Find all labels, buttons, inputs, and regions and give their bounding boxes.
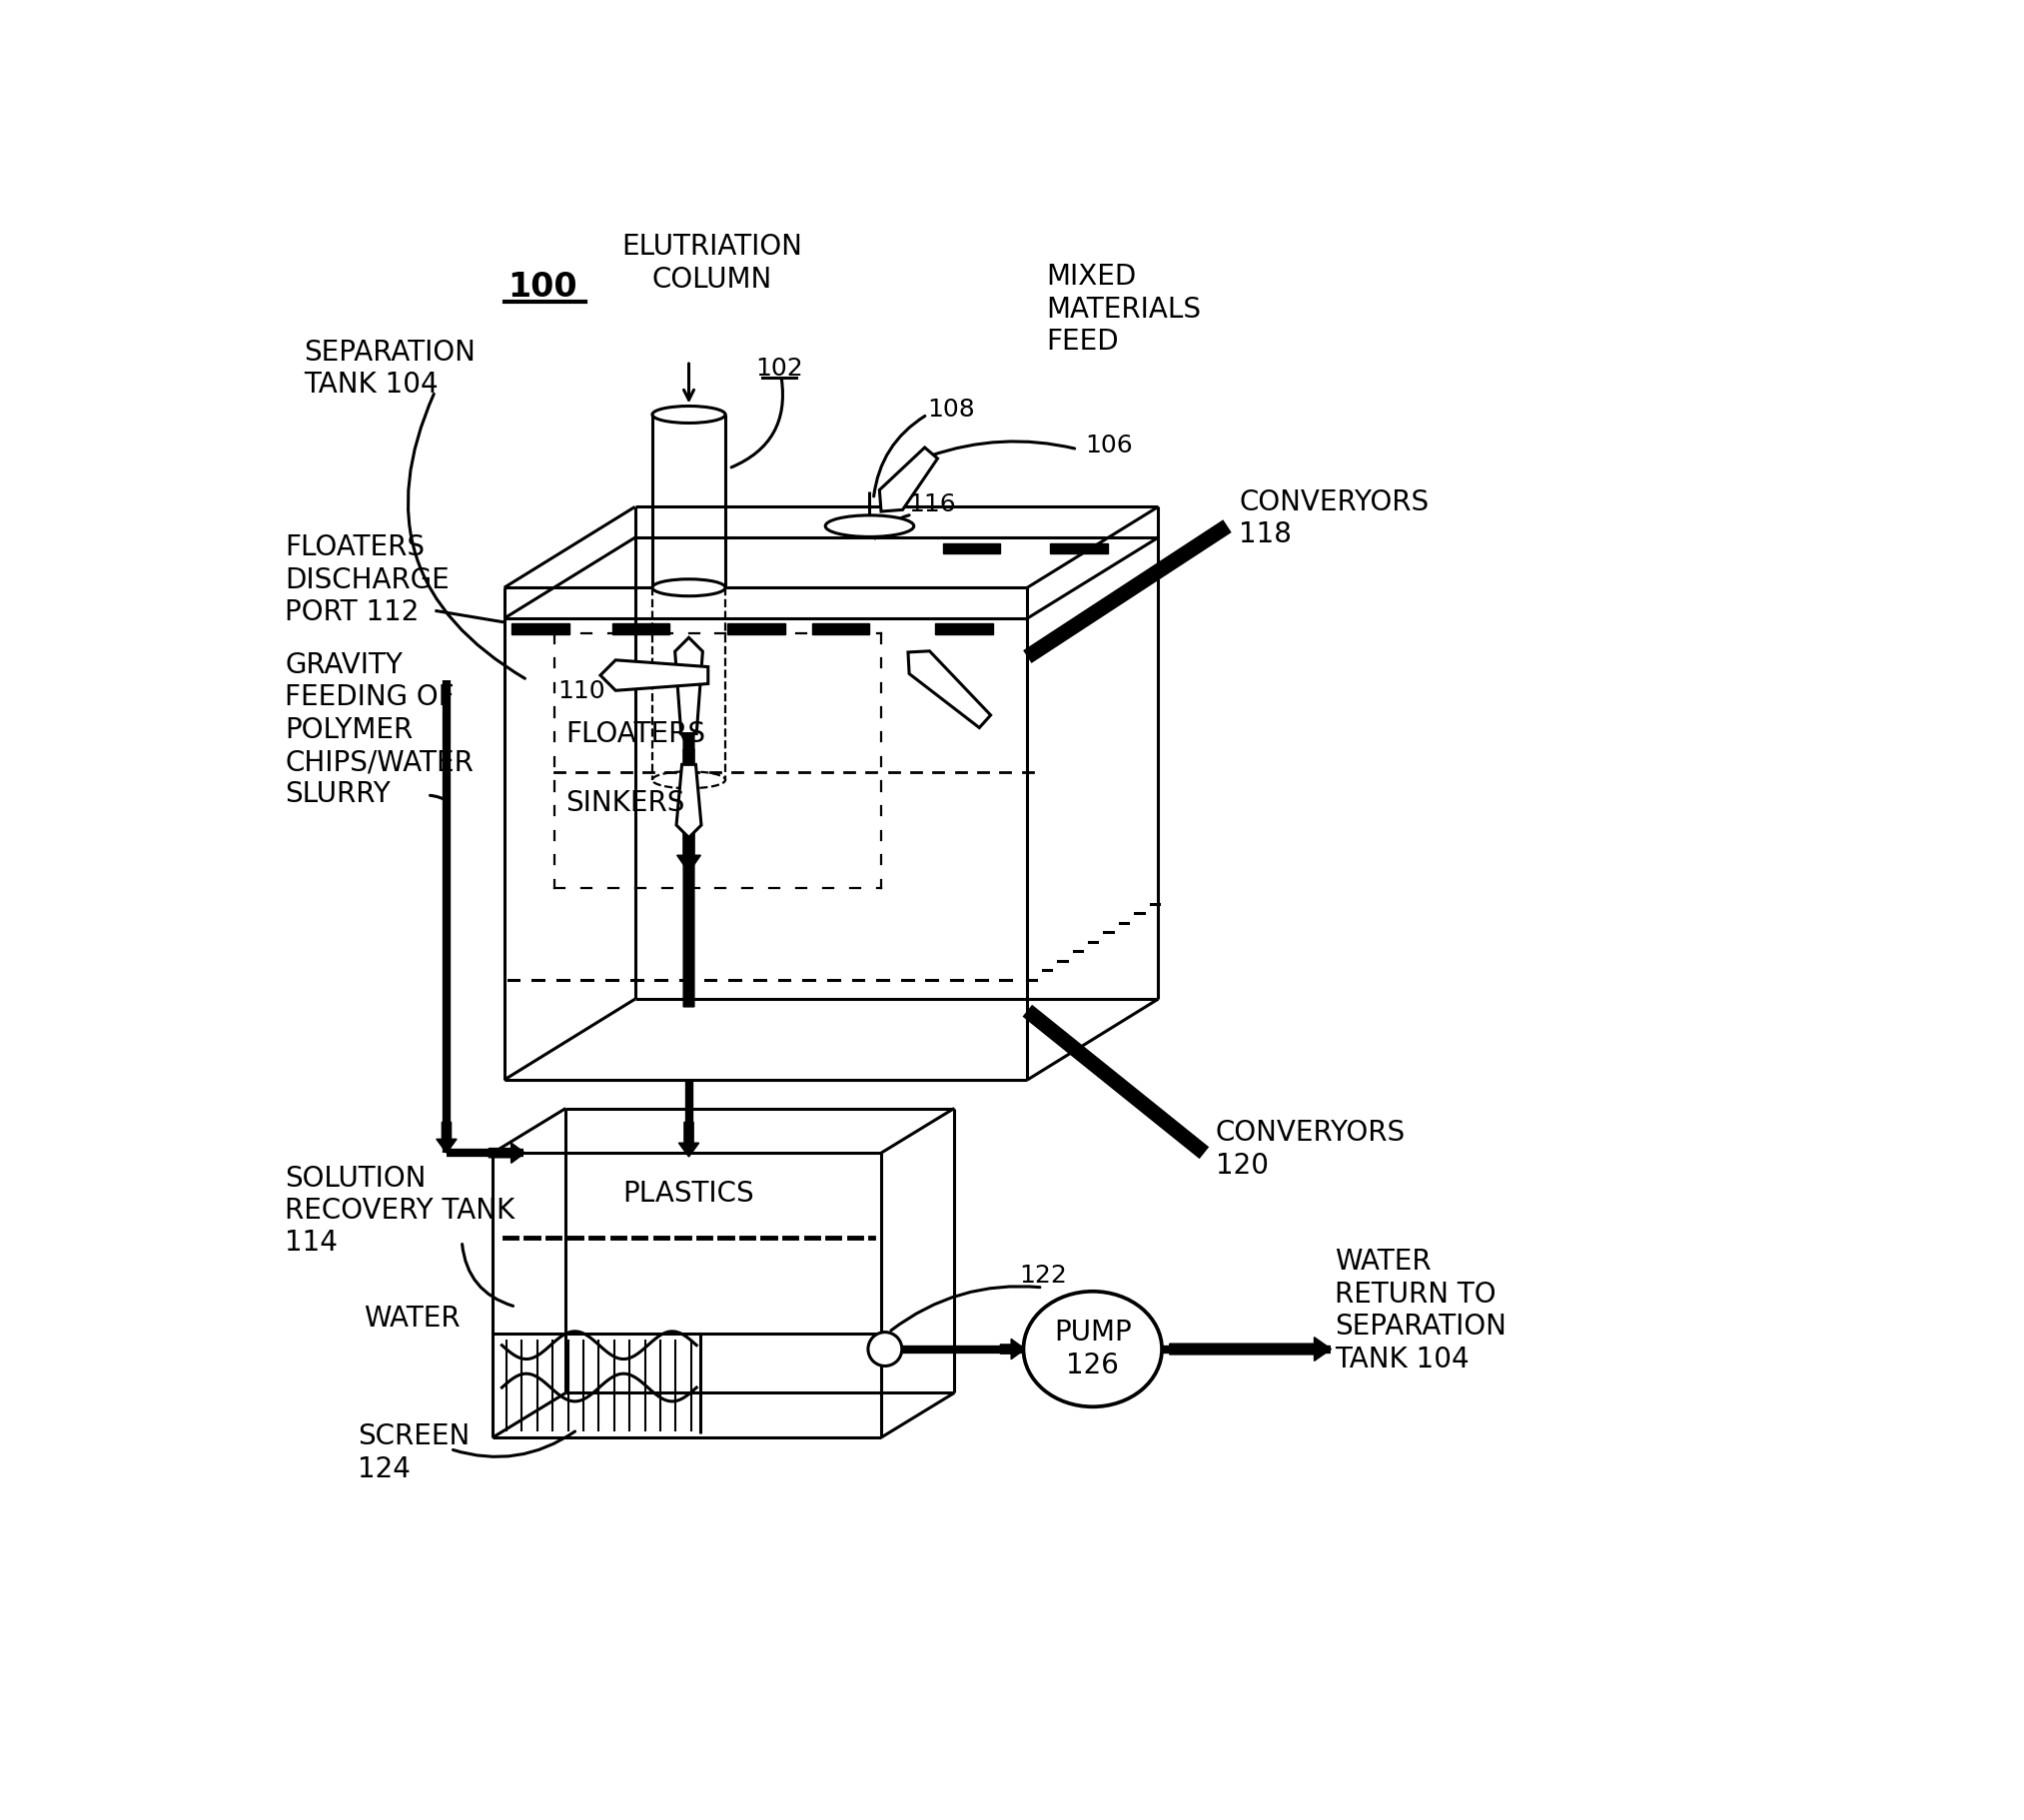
Text: WATER
RETURN TO
SEPARATION
TANK 104: WATER RETURN TO SEPARATION TANK 104 [1336, 1249, 1506, 1372]
Text: SINKERS: SINKERS [567, 790, 684, 817]
Text: 106: 106 [1085, 433, 1133, 457]
Circle shape [868, 1332, 903, 1367]
Text: MIXED
MATERIALS
FEED: MIXED MATERIALS FEED [1046, 262, 1202, 355]
Text: 116: 116 [909, 493, 955, 517]
Text: 110: 110 [559, 679, 605, 703]
Text: 122: 122 [1018, 1265, 1067, 1289]
Text: CONVERYORS
120: CONVERYORS 120 [1216, 1119, 1407, 1179]
Polygon shape [674, 637, 702, 733]
Polygon shape [676, 652, 700, 1006]
Ellipse shape [652, 406, 725, 422]
Text: 102: 102 [755, 357, 804, 380]
Text: 100: 100 [508, 271, 577, 304]
Bar [611, 624, 670, 635]
Text: SOLUTION
RECOVERY TANK
114: SOLUTION RECOVERY TANK 114 [285, 1165, 514, 1258]
Polygon shape [1170, 1338, 1332, 1361]
Polygon shape [437, 1123, 457, 1152]
Text: GRAVITY
FEEDING OF
POLYMER
CHIPS/WATER
SLURRY: GRAVITY FEEDING OF POLYMER CHIPS/WATER S… [285, 652, 474, 808]
Bar [727, 624, 785, 635]
Text: SCREEN
124: SCREEN 124 [358, 1423, 470, 1483]
Polygon shape [676, 764, 700, 837]
Bar [512, 624, 569, 635]
Polygon shape [601, 661, 708, 690]
Polygon shape [880, 448, 937, 511]
Polygon shape [490, 1143, 524, 1163]
Ellipse shape [652, 579, 725, 597]
Polygon shape [676, 750, 700, 872]
Bar [1050, 542, 1107, 553]
Ellipse shape [826, 515, 915, 537]
Polygon shape [909, 652, 990, 728]
Text: SEPARATION
TANK 104: SEPARATION TANK 104 [304, 339, 476, 399]
Text: 108: 108 [927, 397, 976, 420]
Text: ELUTRIATION
COLUMN: ELUTRIATION COLUMN [621, 233, 802, 293]
Polygon shape [678, 1123, 698, 1158]
Text: FLOATERS: FLOATERS [567, 719, 706, 748]
Text: WATER: WATER [364, 1305, 459, 1332]
Text: PUMP
126: PUMP 126 [1055, 1320, 1131, 1380]
Bar [943, 542, 1000, 553]
Bar [935, 624, 992, 635]
Polygon shape [680, 675, 698, 775]
Text: PLASTICS: PLASTICS [623, 1179, 755, 1208]
Ellipse shape [1024, 1292, 1162, 1407]
Bar [812, 624, 870, 635]
Text: FLOATERS
DISCHARGE
PORT 112: FLOATERS DISCHARGE PORT 112 [285, 533, 449, 626]
Text: CONVERYORS
118: CONVERYORS 118 [1239, 488, 1429, 548]
Polygon shape [1000, 1340, 1024, 1360]
